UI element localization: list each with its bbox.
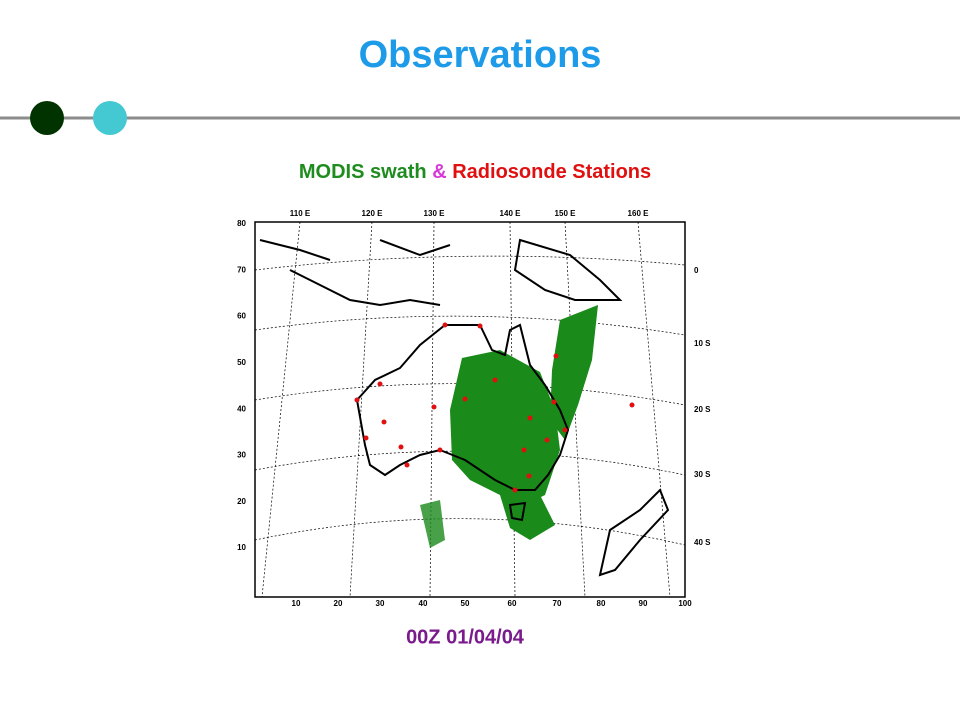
bottom-label: 30 xyxy=(376,599,385,608)
top-label: 110 E xyxy=(290,209,311,218)
right-label: 30 S xyxy=(694,470,711,479)
left-label: 20 xyxy=(237,497,246,506)
modis-swath xyxy=(420,305,598,548)
decor-dot xyxy=(30,101,64,135)
bottom-label: 20 xyxy=(334,599,343,608)
right-label: 10 S xyxy=(694,339,711,348)
top-label: 150 E xyxy=(555,209,577,218)
right-label: 0 xyxy=(694,266,699,275)
bottom-label: 100 xyxy=(678,599,692,608)
bottom-label: 90 xyxy=(639,599,648,608)
top-label: 140 E xyxy=(500,209,522,218)
subtitle-amp: & xyxy=(432,161,446,183)
bottom-label: 60 xyxy=(508,599,517,608)
map-subtitle: MODIS swath & Radiosonde Stations xyxy=(299,161,651,183)
bottom-label: 10 xyxy=(292,599,301,608)
right-label: 40 S xyxy=(694,538,711,547)
right-label: 20 S xyxy=(694,405,711,414)
top-label: 160 E xyxy=(628,209,650,218)
left-label: 40 xyxy=(237,404,246,413)
bottom-label: 50 xyxy=(461,599,470,608)
decor-dot xyxy=(93,101,127,135)
date-label: 00Z 01/04/04 xyxy=(406,626,525,648)
left-label: 10 xyxy=(237,543,246,552)
radiosonde-stations xyxy=(354,322,635,493)
left-label: 30 xyxy=(237,451,246,460)
subtitle-stations: Radiosonde Stations xyxy=(452,161,651,183)
left-label: 70 xyxy=(237,265,246,274)
bottom-label: 40 xyxy=(419,599,428,608)
subtitle-swath: MODIS swath xyxy=(299,161,427,183)
left-label: 50 xyxy=(237,358,246,367)
top-label: 130 E xyxy=(424,209,446,218)
slide-title: Observations xyxy=(359,34,602,76)
coastline xyxy=(259,238,670,577)
map xyxy=(254,221,686,598)
top-label: 120 E xyxy=(362,209,384,218)
left-label: 60 xyxy=(237,312,246,321)
bottom-label: 70 xyxy=(553,599,562,608)
left-label: 80 xyxy=(237,219,246,228)
bottom-label: 80 xyxy=(597,599,606,608)
